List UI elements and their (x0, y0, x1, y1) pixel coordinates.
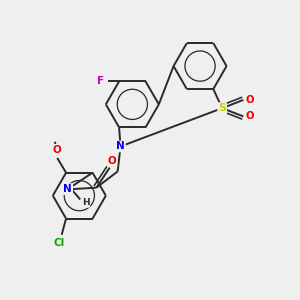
Text: O: O (108, 156, 116, 166)
Text: N: N (64, 184, 72, 194)
Text: Cl: Cl (53, 238, 64, 248)
Text: F: F (97, 76, 104, 86)
Text: O: O (246, 95, 254, 105)
Text: N: N (116, 141, 125, 152)
Text: O: O (246, 111, 254, 122)
Text: S: S (218, 103, 226, 113)
Text: H: H (82, 198, 89, 207)
Text: O: O (52, 145, 61, 155)
